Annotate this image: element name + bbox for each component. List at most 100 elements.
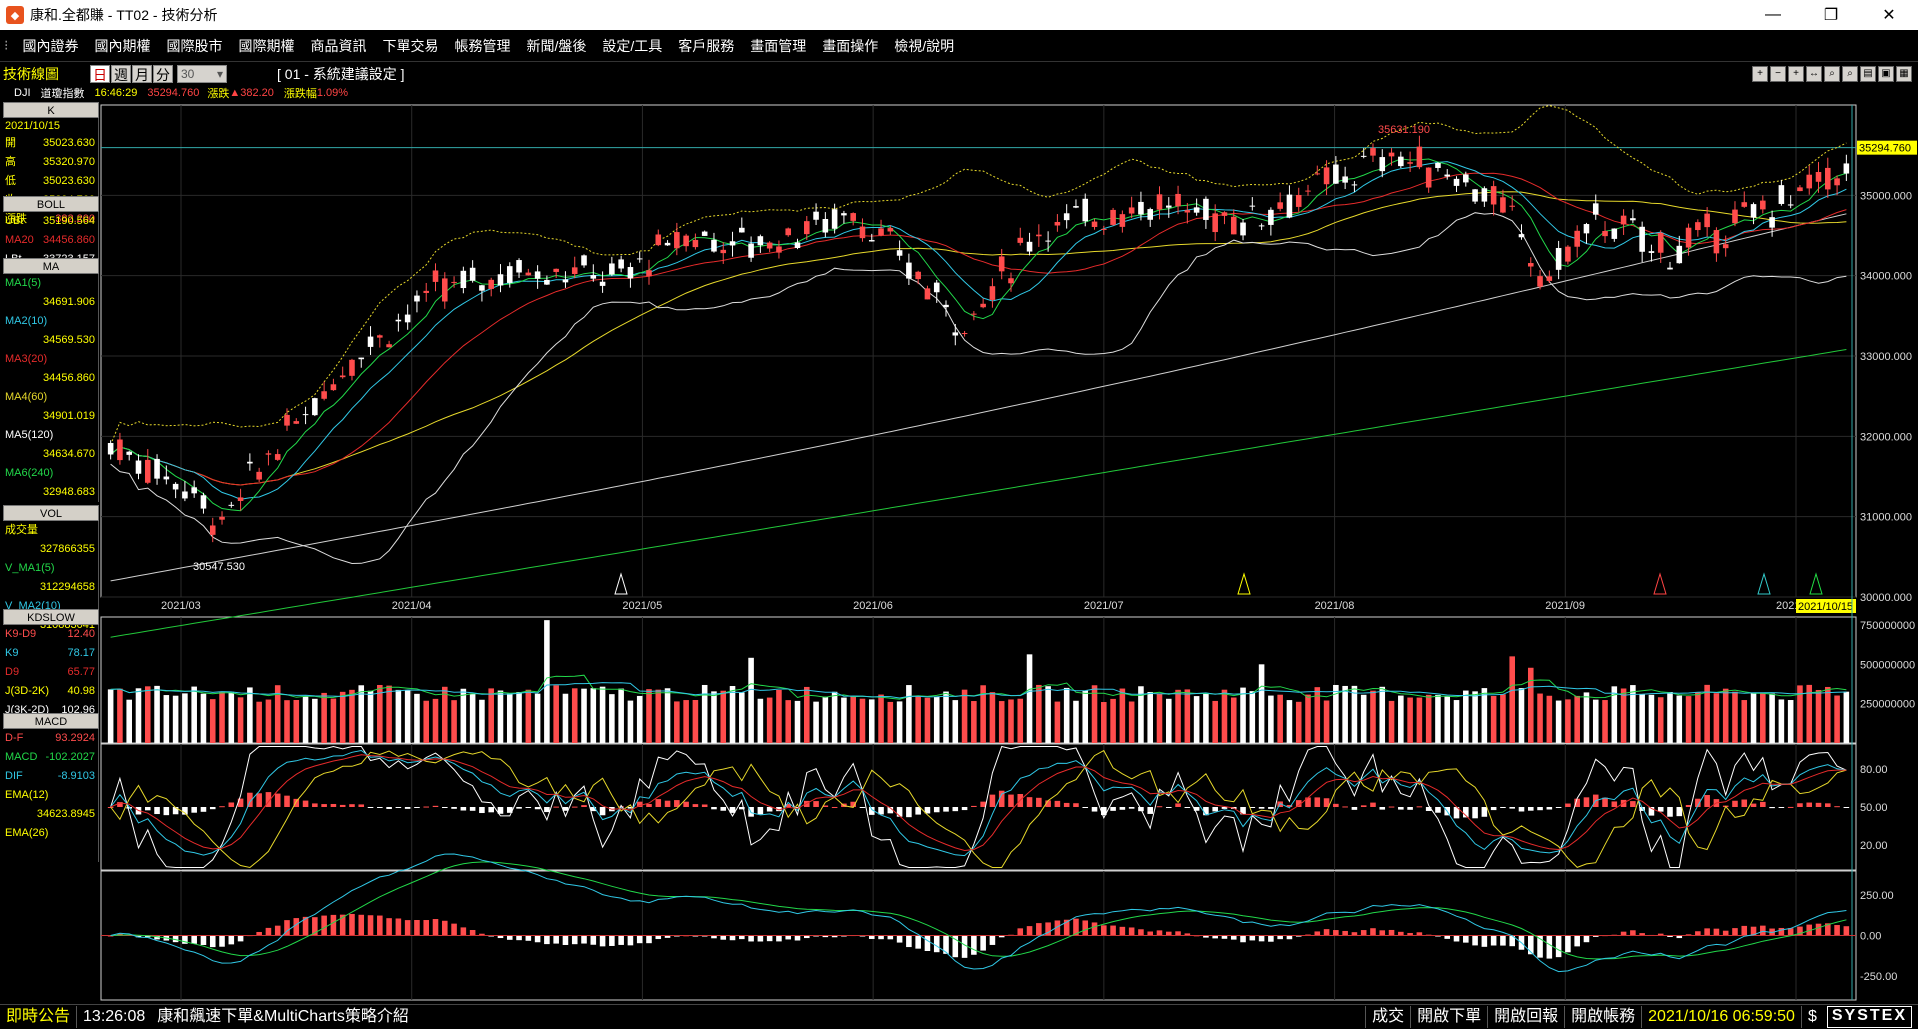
crosshair-icon[interactable]: +	[1752, 66, 1768, 82]
candle-body	[1843, 163, 1850, 174]
candle-body	[757, 236, 764, 246]
kd-diff-bar	[247, 792, 253, 807]
macd-hist-bar	[1258, 935, 1265, 942]
volume-bar	[1277, 694, 1283, 743]
system-setting-label[interactable]: [ 01 - 系統建議設定 ]	[277, 66, 405, 82]
open-order-button[interactable]: 開啟下單	[1410, 1006, 1487, 1028]
volume-bar	[404, 689, 411, 743]
candle-body	[1500, 197, 1506, 213]
volume-bar	[395, 689, 402, 743]
chevron-down-icon: ▾	[216, 67, 223, 81]
kd-diff-bar	[367, 807, 374, 808]
notice-label[interactable]: 即時公告	[6, 1008, 71, 1025]
period-day-button[interactable]: 日	[90, 65, 110, 83]
sidebar-row-value: 34456.860	[3, 369, 99, 388]
period-week-button[interactable]: 週	[111, 65, 131, 83]
volume-bar	[1490, 695, 1497, 743]
sidebar-head-boll[interactable]: BOLL	[3, 196, 99, 212]
kd-diff-bar	[636, 801, 643, 807]
menu-item-domestic-securities[interactable]: 國內證券	[22, 37, 79, 54]
date-tick-label: 2021/04	[392, 600, 432, 612]
volume-bar	[943, 691, 949, 743]
kd-diff-bar	[1583, 797, 1590, 807]
sidebar-head-kd[interactable]: KDSLOW	[3, 609, 99, 625]
kd-diff-bar	[1091, 807, 1098, 812]
candle-body	[126, 451, 132, 455]
sidebar-head-ma[interactable]: MA	[3, 258, 99, 274]
candle-body	[488, 279, 494, 289]
menu-item-screen-mgmt[interactable]: 畫面管理	[750, 37, 807, 54]
volume-bar	[525, 689, 532, 743]
zoom-in-icon[interactable]: +	[1788, 66, 1804, 82]
kd-diff-bar	[1676, 807, 1683, 817]
restore-button[interactable]: ❐	[1823, 7, 1839, 24]
last-price-box	[1857, 140, 1917, 155]
menu-item-news[interactable]: 新聞/盤後	[526, 37, 587, 54]
candle-body	[674, 232, 680, 249]
notice-headline[interactable]: 康和飆速下單&MultiCharts策略介紹	[157, 1008, 409, 1025]
stock-chart[interactable]: 35000.000 34000.000 33000.000 32000.000 3100…	[0, 0, 1918, 1004]
menu-item-intl-stocks[interactable]: 國際股市	[166, 37, 223, 54]
sidebar-head-vol[interactable]: VOL	[3, 505, 99, 521]
candle-body	[831, 209, 838, 229]
period-month-button[interactable]: 月	[132, 65, 152, 83]
candle-body	[460, 270, 467, 289]
search-icon[interactable]: ⌕	[1824, 66, 1840, 82]
macd-hist-bar	[831, 935, 838, 938]
menu-item-screen-ops[interactable]: 畫面操作	[822, 37, 879, 54]
menu-item-intl-futures[interactable]: 國際期權	[238, 37, 295, 54]
candle-body	[1778, 185, 1785, 204]
menu-item-product-info[interactable]: 商品資訊	[310, 37, 367, 54]
sidebar-head-k[interactable]: K	[3, 102, 99, 118]
volume-bar	[1360, 694, 1367, 743]
volume-bar	[1026, 654, 1033, 743]
dollar-icon[interactable]: $	[1800, 1006, 1823, 1028]
volume-bar	[1370, 690, 1376, 743]
sidebar-head-macd[interactable]: MACD	[3, 713, 99, 729]
volume-bar	[1073, 700, 1079, 743]
macd-hist-bar	[1240, 935, 1246, 943]
open-account-button[interactable]: 開啟帳務	[1564, 1006, 1641, 1028]
sidebar-row-label: V_MA1(5)	[3, 559, 99, 578]
menu-item-service[interactable]: 客戶服務	[678, 37, 735, 54]
kd-diff-bar	[423, 806, 430, 808]
save-icon[interactable]: ▣	[1878, 66, 1894, 82]
menu-item-order[interactable]: 下單交易	[382, 37, 439, 54]
macd-hist-bar	[1825, 923, 1831, 936]
menu-item-settings[interactable]: 設定/工具	[602, 37, 663, 54]
signal-triangle-icon	[614, 572, 628, 595]
candle-body	[599, 281, 606, 286]
kd-diff-bar	[1379, 807, 1386, 810]
quote-pct-label: 漲跌幅	[283, 88, 317, 100]
close-button[interactable]: ✕	[1882, 7, 1896, 24]
print-icon[interactable]: ▤	[1860, 66, 1876, 82]
kd-diff-bar	[1026, 797, 1033, 807]
minimize-button[interactable]: —	[1765, 6, 1781, 23]
macd-hist-bar	[1592, 935, 1599, 937]
kd-diff-bar	[200, 807, 207, 812]
settings-icon[interactable]: ▦	[1896, 66, 1912, 82]
macd-hist-bar	[469, 929, 476, 936]
candle-body	[182, 491, 188, 499]
volume-bar	[1722, 688, 1729, 743]
volume-bar	[1611, 686, 1618, 743]
sidebar-row-value: 327866355	[3, 540, 99, 559]
zoom-out-icon[interactable]: −	[1770, 66, 1786, 82]
volume-bar	[358, 685, 365, 743]
menu-item-account[interactable]: 帳務管理	[454, 37, 511, 54]
candle-body	[1639, 226, 1645, 252]
kd-diff-bar	[1527, 807, 1534, 811]
period-count-select[interactable]: 30 ▾	[177, 65, 227, 83]
menu-item-view-help[interactable]: 檢視/說明	[894, 37, 955, 54]
last-date-box	[1796, 599, 1856, 613]
candle-body	[1240, 222, 1246, 236]
magnify-icon[interactable]: ⌕	[1842, 66, 1858, 82]
kd-diff-bar	[1073, 803, 1079, 807]
menu-item-domestic-futures[interactable]: 國內期權	[94, 37, 151, 54]
fills-button[interactable]: 成交	[1365, 1006, 1410, 1028]
candle-body	[748, 243, 754, 258]
open-report-button[interactable]: 開啟回報	[1487, 1006, 1564, 1028]
candle-body	[720, 249, 727, 254]
move-icon[interactable]: ↔	[1806, 66, 1822, 82]
period-minute-button[interactable]: 分	[153, 65, 173, 83]
